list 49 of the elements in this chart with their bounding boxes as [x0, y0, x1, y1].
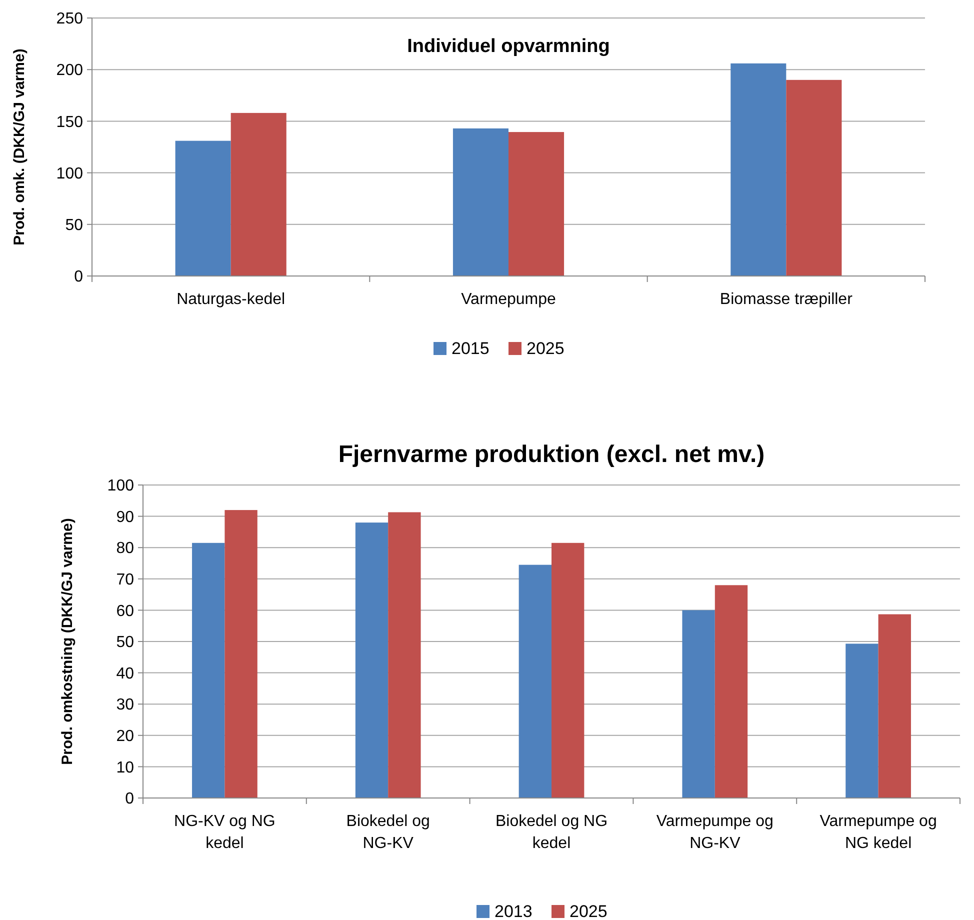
- y-tick-label: 40: [116, 665, 134, 682]
- y-tick-label: 80: [116, 540, 134, 558]
- x-tick-label: Varmepumpe: [461, 291, 556, 308]
- y-tick-label: 20: [116, 728, 134, 745]
- y-tick-label: 10: [116, 759, 134, 776]
- bar: [355, 522, 388, 798]
- x-tick-label: Biokedel og NG kedel: [495, 813, 608, 852]
- bar: [192, 542, 225, 798]
- x-tick-label: NG-KV og NG kedel: [174, 813, 276, 852]
- x-tick-label: Varmepumpe og NG-KV: [656, 813, 774, 852]
- bar: [518, 564, 552, 798]
- bar: [452, 128, 508, 276]
- y-tick-label: 50: [116, 634, 134, 652]
- x-tick-label: Naturgas-kedel: [176, 291, 286, 308]
- y-tick-label: 0: [74, 268, 84, 286]
- y-tick-label: 100: [107, 478, 134, 495]
- y-axis-title: Prod. omkostning (DKK/GJ varme): [59, 518, 76, 765]
- y-tick-label: 200: [56, 62, 84, 80]
- bar: [730, 63, 786, 276]
- bar: [508, 132, 564, 276]
- y-tick-label: 50: [65, 217, 84, 234]
- y-axis-title: Prod. omk. (DKK/GJ varme): [11, 48, 28, 246]
- y-tick-label: 100: [56, 165, 84, 182]
- text: Individuel opvarmning: [407, 36, 610, 57]
- y-tick-label: 90: [116, 508, 134, 526]
- chart-title: Fjernvarme produktion (excl. net mv.): [338, 441, 765, 468]
- legend-label: 2025: [570, 902, 608, 920]
- bar: [786, 80, 842, 276]
- bar: [552, 542, 584, 798]
- bar: [682, 610, 715, 798]
- x-tick-label: Biokedel og NG-KV: [346, 813, 430, 852]
- x-tick-label: Biomasse træpiller: [720, 291, 854, 308]
- bar: [388, 512, 421, 798]
- y-tick-label: 30: [116, 696, 134, 714]
- legend-label: 2015: [452, 339, 490, 358]
- y-tick-label: 70: [116, 572, 134, 588]
- y-tick-label: 0: [125, 790, 134, 808]
- bar: [846, 644, 878, 798]
- y-tick-label: 60: [116, 602, 134, 620]
- legend-label: 2025: [526, 339, 564, 358]
- bar: [175, 140, 231, 276]
- y-tick-label: 250: [56, 10, 84, 28]
- legend-label: 2013: [494, 902, 532, 920]
- x-tick-label: Varmepumpe og NG kedel: [820, 813, 937, 852]
- bar: [714, 585, 748, 798]
- bar: [230, 112, 286, 276]
- bar: [224, 510, 258, 798]
- bar: [878, 614, 911, 798]
- y-tick-label: 150: [56, 114, 84, 131]
